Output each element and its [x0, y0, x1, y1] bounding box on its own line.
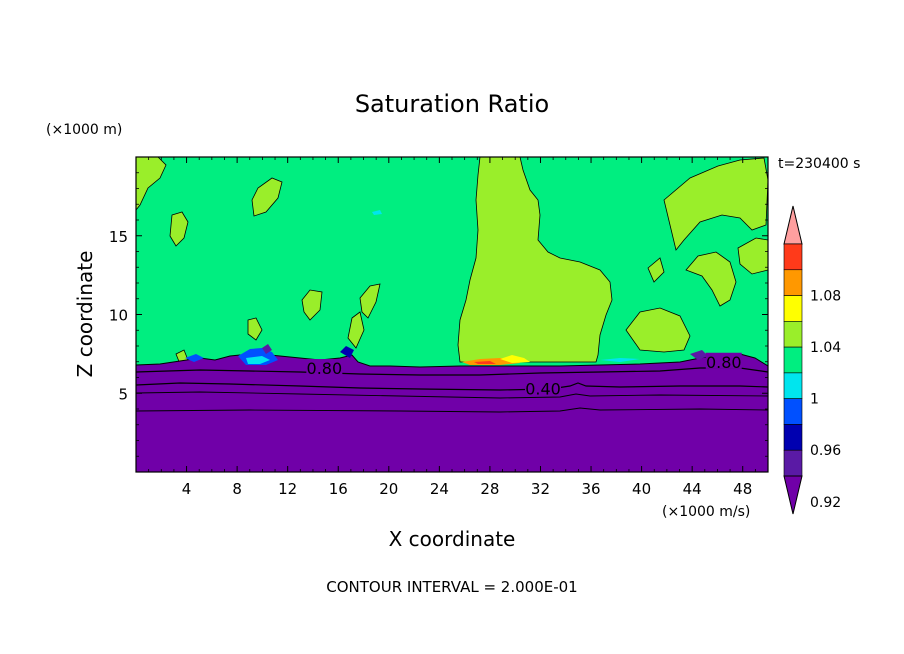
colorbar-label: 1	[810, 392, 819, 408]
contour-line	[136, 367, 768, 376]
saturated-patch	[251, 177, 283, 217]
saturated-patch	[737, 237, 768, 275]
contour-line	[136, 407, 768, 413]
saturated-patch	[685, 251, 737, 307]
colorbar-swatch	[783, 398, 803, 425]
colorbar-swatch	[783, 269, 803, 296]
y-tick-label: 10	[109, 307, 128, 325]
saturated-patch	[347, 311, 365, 349]
contour-label: 0.80	[706, 353, 742, 372]
saturated-patch	[625, 307, 691, 353]
colorbar-swatch	[783, 346, 803, 374]
colorbar-extend-min	[783, 475, 803, 515]
x-tick-label: 48	[733, 480, 752, 498]
contour-label: 0.40	[525, 380, 561, 399]
x-unit-label: (×1000 m/s)	[662, 504, 750, 520]
contour-label: 0.80	[307, 359, 343, 378]
saturated-patch	[663, 157, 768, 251]
colorbar: 1.08 1.04 1 0.96 0.92	[783, 205, 841, 515]
subsaturated-pocket	[690, 350, 708, 360]
subsaturated-pocket	[185, 354, 204, 362]
saturated-region-center	[457, 157, 613, 363]
contour-label-bg	[705, 352, 742, 369]
subsaturated-pocket	[600, 358, 640, 362]
x-tick-label: 40	[632, 480, 651, 498]
colorbar-swatch	[783, 372, 803, 399]
colorbar-swatch	[783, 449, 803, 477]
saturated-patch	[169, 211, 189, 247]
saturated-patch	[247, 317, 263, 341]
colorbar-swatch	[783, 295, 803, 322]
x-axis-title: X coordinate	[389, 527, 516, 551]
time-label: t=230400 s	[778, 156, 860, 172]
x-tick-label: 36	[581, 480, 600, 498]
colorbar-label: 1.08	[810, 289, 841, 305]
dry-layer	[136, 353, 768, 472]
subsaturated-pocket	[340, 346, 354, 358]
y-tick-label: 15	[109, 228, 128, 246]
colorbar-label: 1.04	[810, 340, 841, 356]
y-axis: 5 10 15	[109, 172, 768, 457]
x-tick-label: 8	[232, 480, 242, 498]
saturated-patch	[647, 257, 665, 283]
x-tick-label: 4	[182, 480, 192, 498]
colorbar-swatch	[783, 424, 803, 451]
saturated-patch	[359, 283, 381, 319]
colorbar-swatch	[783, 243, 803, 271]
contour-labels: 0.80 0.40 0.80	[306, 352, 742, 399]
chart-title: Saturation Ratio	[355, 90, 549, 118]
subsaturated-pocket	[246, 356, 270, 364]
x-tick-label: 28	[480, 480, 499, 498]
contour-interval-note: CONTOUR INTERVAL = 2.000E-01	[326, 578, 577, 596]
colorbar-label: 0.96	[810, 443, 841, 459]
y-axis-title: Z coordinate	[73, 251, 97, 378]
x-tick-label: 24	[430, 480, 449, 498]
x-tick-label: 16	[329, 480, 348, 498]
saturated-patch	[136, 157, 167, 211]
supersaturated-spot	[500, 355, 530, 363]
colorbar-swatch	[783, 321, 803, 348]
subsaturated-pocket	[262, 344, 272, 354]
y-unit-label: (×1000 m)	[46, 122, 122, 138]
colorbar-extend-max	[783, 205, 803, 245]
x-axis: 4 8 12 16 20 24 28 32 36 40 44 48	[148, 157, 756, 498]
x-tick-label: 20	[379, 480, 398, 498]
saturated-patch	[301, 289, 323, 321]
y-tick-label: 5	[118, 385, 128, 403]
plot-area	[136, 157, 768, 472]
contour-label-bg	[525, 379, 562, 396]
subsaturated-pocket	[372, 210, 382, 215]
colorbar-label: 0.92	[810, 495, 841, 511]
x-tick-label: 32	[531, 480, 550, 498]
contour-line	[136, 391, 768, 399]
supersaturated-spot	[474, 361, 496, 364]
contour-label-bg	[306, 359, 343, 376]
x-tick-label: 44	[683, 480, 702, 498]
x-tick-label: 12	[278, 480, 297, 498]
